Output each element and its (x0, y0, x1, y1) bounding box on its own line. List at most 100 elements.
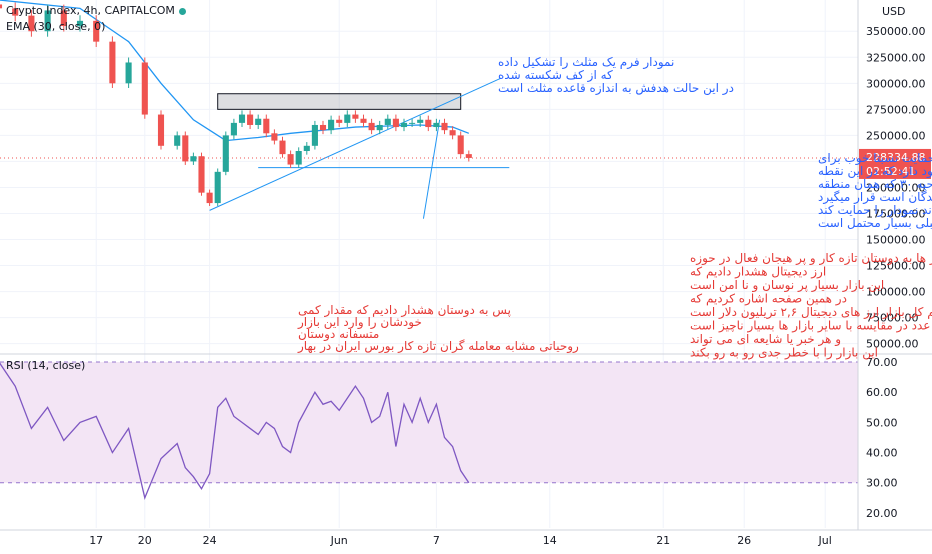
ema-label: EMA (30, close, 0) (6, 20, 106, 33)
candle-body (263, 118, 270, 134)
price-tick-label: 325000.00 (866, 51, 926, 64)
status-dot (178, 7, 186, 15)
price-tick-label: 175000.00 (866, 207, 926, 220)
support-note-line: اشباع فروشندگان است قرار میگیرد (818, 190, 932, 205)
candle-body (206, 192, 213, 204)
candle-body (384, 118, 391, 125)
warning-note-line: و این عدد در مقایسه با سایر بازار ها بسی… (690, 319, 932, 334)
time-tick-label: 24 (203, 534, 217, 547)
rsi-tick-label: 30.00 (866, 477, 898, 490)
candle-body (376, 124, 383, 131)
rsi-tick-label: 50.00 (866, 416, 898, 429)
candle-body (425, 119, 432, 128)
warning-left-note-line: پس به دوستان هشدار دادیم که مقدار کمی (298, 303, 511, 318)
candle-body (28, 15, 35, 32)
rsi-tick-label: 40.00 (866, 447, 898, 460)
candle-body (295, 151, 302, 165)
time-tick-label: Jun (330, 534, 348, 547)
candle-body (279, 140, 286, 155)
triangle-base-line (422, 119, 441, 219)
time-tick-label: 14 (543, 534, 557, 547)
candle-body (174, 135, 181, 146)
symbol-title: Crypto Index, 4h, CAPITALCOM (6, 4, 175, 17)
candle-body (247, 114, 254, 125)
candles (0, 2, 472, 206)
candle-body (449, 130, 456, 136)
symbol-legend[interactable]: Crypto Index, 4h, CAPITALCOM (6, 4, 186, 17)
price-tick-label: 75000.00 (866, 312, 919, 325)
warning-note-line: ارز دیجیتال هشدار دادیم که (690, 265, 826, 280)
support-note-line: ریزش تا کف قبلی بسیار محتمل است (818, 216, 932, 231)
candle-body (109, 41, 116, 84)
ema-legend[interactable]: EMA (30, close, 0) (6, 20, 105, 33)
price-tick-label: 250000.00 (866, 129, 926, 142)
candle-body (400, 122, 408, 128)
candle-body (287, 154, 294, 165)
candle-body (238, 114, 246, 123)
candle-body (182, 135, 189, 162)
candle-body (157, 114, 165, 146)
time-tick-label: 17 (89, 534, 103, 547)
price-badge-countdown: 02:52:41 (866, 165, 915, 178)
time-tick-label: 20 (138, 534, 152, 547)
candle-body (328, 119, 335, 131)
candle-body (190, 156, 197, 162)
price-tick-label: 150000.00 (866, 234, 926, 247)
support-note-line: اگر این ناحیه هم نتواند نمودار را حمایت … (818, 203, 932, 218)
candle-body (441, 122, 448, 131)
warning-note-line: این بازار بسیار پر نوسان و نا امن است (690, 278, 884, 293)
warning-note-line: حجم کل بازار ارز های دیجیتال ۲,۶ تریلیون… (690, 305, 932, 320)
time-tick-label: 7 (433, 534, 440, 547)
rsi-line (0, 362, 470, 500)
rsi-tick-label: 70.00 (866, 356, 898, 369)
candle-body (76, 20, 84, 27)
drawings[interactable] (0, 77, 858, 219)
candle-body (0, 4, 3, 9)
warning-left-note-line: متسفانه دوستان (298, 327, 379, 342)
triangle-trendline (209, 77, 502, 211)
price-tick-label: 125000.00 (866, 260, 926, 273)
candle-body (230, 122, 237, 136)
candle-body (433, 122, 440, 128)
price-tick-label: 100000.00 (866, 286, 926, 299)
warning-note-line: بار ها به دوستان تازه کار و پر هیجان فعا… (690, 251, 932, 266)
candle-body (319, 124, 327, 131)
warning-left-note-line: خودشان را وارد این بازار (297, 315, 422, 330)
price-badge (859, 148, 931, 179)
candle-body (360, 118, 367, 123)
warning-note-line: و هر خبر یا شایعه ای می تواند (690, 332, 841, 347)
pattern-note-line: نمودار فرم یک مثلث را تشکیل داده (498, 55, 674, 70)
candle-body (271, 133, 278, 141)
price-tick-label: 275000.00 (866, 103, 926, 116)
time-tick-label: 26 (737, 534, 751, 547)
price-tick-label: 200000.00 (866, 181, 926, 194)
candle-body (457, 135, 464, 155)
candle-body (352, 114, 359, 119)
candle-body (222, 135, 229, 172)
candle-body (417, 119, 424, 123)
candle-body (465, 154, 472, 158)
candle-body (392, 118, 399, 128)
time-tick-label: Jul (818, 534, 832, 547)
warning-note-line: در همین صفحه اشاره کردیم که (690, 292, 847, 307)
candle-body (214, 171, 221, 204)
rsi-tick-label: 20.00 (866, 507, 898, 520)
resistance-box (217, 93, 462, 110)
candle-body (303, 145, 310, 152)
rsi-label: RSI (14, close) (6, 359, 86, 372)
candle-body (198, 156, 205, 193)
rsi-tick-label: 60.00 (866, 386, 898, 399)
time-tick-label: 21 (656, 534, 670, 547)
candle-body (141, 62, 148, 115)
rsi-legend[interactable]: RSI (14, close) (6, 359, 85, 372)
candle-body (409, 122, 416, 124)
candle-body (255, 118, 262, 125)
price-tick-label: 350000.00 (866, 25, 926, 38)
candle-body (311, 124, 318, 146)
candle-body (125, 62, 132, 84)
candle-body (44, 10, 51, 32)
